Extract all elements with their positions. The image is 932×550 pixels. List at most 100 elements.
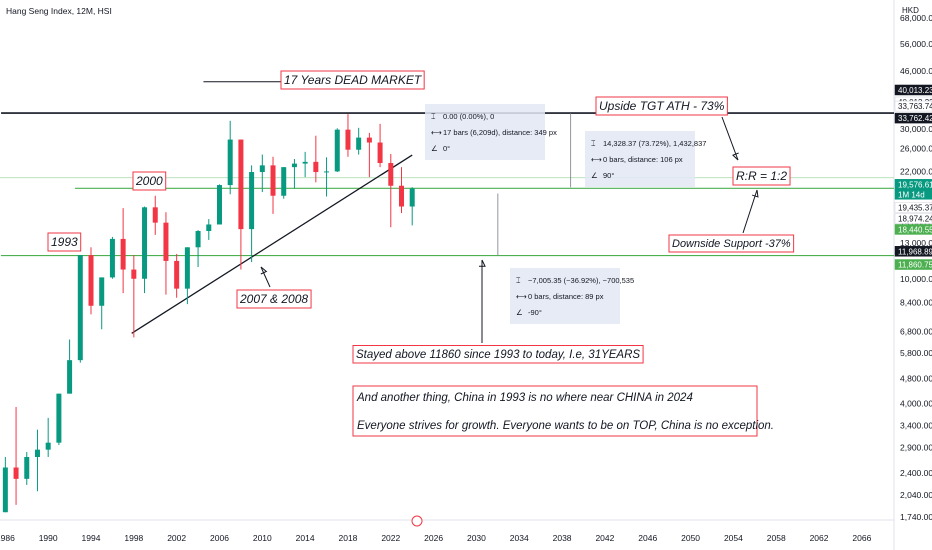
- note-rr-frame: [732, 166, 791, 186]
- candle-body: [88, 255, 94, 306]
- note-2000-text: 2000: [135, 174, 163, 188]
- note-china-line1: And another thing, China in 1993 is no w…: [356, 392, 693, 404]
- price-tag-bg: [894, 100, 932, 112]
- candle-body: [45, 442, 51, 450]
- candle-1999[interactable]: [142, 206, 148, 294]
- price-tag-bg: [894, 224, 932, 235]
- y-tick-label: 5,800.00: [900, 348, 932, 358]
- candle-2010[interactable]: [259, 154, 265, 193]
- note-downside: Downside Support -37%: [668, 234, 795, 253]
- candle-1995[interactable]: [99, 277, 105, 330]
- note-1993-frame: [47, 232, 82, 252]
- candle-body: [24, 457, 30, 479]
- candle-1987[interactable]: [13, 406, 19, 505]
- candle-body: [259, 165, 265, 173]
- lightning-icon: [411, 515, 423, 527]
- arrow-upside-rr-head: [732, 152, 739, 161]
- price-tag-label: 11,860.75: [898, 261, 932, 270]
- note-stayed-text: Stayed above 11860 since 1993 to today, …: [356, 349, 640, 361]
- y-tick-label: 30,000.00: [900, 124, 932, 134]
- price-tag-label: 11,968.89: [898, 247, 932, 256]
- candle-body: [324, 171, 330, 173]
- note-upside-frame: [595, 96, 728, 116]
- candle-body: [366, 137, 372, 143]
- x-tick-label: 2054: [724, 533, 743, 543]
- candle-2005[interactable]: [206, 219, 212, 240]
- candle-2023[interactable]: [398, 167, 404, 214]
- candle-body: [34, 449, 40, 458]
- candle-2019[interactable]: [356, 127, 362, 155]
- x-tick-label: 2030: [467, 533, 486, 543]
- candle-body: [77, 255, 83, 361]
- y-tick-label: 3,400.00: [900, 421, 932, 431]
- candle-1991[interactable]: [56, 393, 62, 445]
- price-tag: 11,860.75: [894, 259, 932, 270]
- candle-2024[interactable]: [409, 187, 415, 226]
- price-tag: 33,762.42: [894, 112, 932, 124]
- candle-body: [227, 139, 233, 186]
- candle-2007[interactable]: [227, 120, 233, 195]
- measure-box-3-icon: ∠: [516, 308, 523, 317]
- measure-box-3-l3: -90°: [528, 308, 542, 317]
- chart-title: Hang Seng Index, 12M, HSI: [6, 6, 112, 16]
- measure-box-1-icon: ⟷: [431, 128, 443, 137]
- candle-1998[interactable]: [131, 255, 137, 338]
- candle-2017[interactable]: [334, 128, 340, 173]
- candle-1996[interactable]: [109, 236, 115, 279]
- y-tick-label: 2,400.00: [900, 468, 932, 478]
- candle-1990[interactable]: [45, 417, 51, 458]
- candle-2001[interactable]: [163, 212, 169, 295]
- candle-1988[interactable]: [24, 452, 30, 485]
- candle-1993[interactable]: [77, 255, 83, 363]
- measure-box-2-icon: ⌶: [591, 139, 596, 148]
- x-tick-label: 1986: [0, 533, 15, 543]
- x-tick-label: 2050: [681, 533, 700, 543]
- x-tick-label: 2062: [810, 533, 829, 543]
- y-tick-label: 2,040.00: [900, 490, 932, 500]
- note-downside-text: Downside Support -37%: [672, 238, 791, 250]
- x-tick-label: 2022: [381, 533, 400, 543]
- candle-2000[interactable]: [152, 195, 158, 235]
- candle-1994[interactable]: [88, 247, 94, 315]
- candle-2006[interactable]: [216, 184, 222, 225]
- candle-2021[interactable]: [377, 123, 383, 168]
- candle-body: [398, 185, 404, 207]
- candle-2003[interactable]: [184, 247, 190, 305]
- price-tag-label: 19,576.61: [898, 180, 932, 189]
- price-tag-bg: [894, 189, 932, 200]
- price-tag-bg: [894, 246, 932, 257]
- candle-2018[interactable]: [345, 114, 351, 157]
- candle-2004[interactable]: [195, 230, 201, 268]
- candle-body: [356, 137, 362, 150]
- candle-2011[interactable]: [270, 156, 276, 214]
- candle-body: [388, 163, 394, 186]
- note-stayed: Stayed above 11860 since 1993 to today, …: [352, 345, 644, 364]
- candle-1997[interactable]: [120, 208, 126, 294]
- measure-box-2-icon: ⟷: [591, 155, 603, 164]
- candle-2020[interactable]: [366, 132, 372, 178]
- x-tick-label: 2018: [339, 533, 358, 543]
- measure-box-2-l1: 14,328.37 (73.72%), 1,432,837: [603, 139, 706, 148]
- candle-2016[interactable]: [324, 157, 330, 197]
- price-tag: 33,763.74: [894, 100, 932, 112]
- candle-body: [313, 161, 319, 173]
- candle-body: [152, 207, 158, 223]
- candle-2009[interactable]: [249, 165, 255, 263]
- candle-2015[interactable]: [313, 135, 319, 183]
- y-tick-label: 56,000.00: [900, 39, 932, 49]
- candle-2014[interactable]: [302, 151, 308, 178]
- candle-2013[interactable]: [291, 159, 297, 189]
- candle-1986[interactable]: [2, 457, 8, 513]
- candle-body: [142, 207, 148, 279]
- y-tick-label: 68,000.00: [900, 13, 932, 23]
- candle-2008[interactable]: [238, 139, 244, 270]
- candle-2012[interactable]: [281, 167, 287, 199]
- candle-2002[interactable]: [174, 253, 180, 298]
- price-tag: 19,435.37: [894, 202, 932, 213]
- note-2007-frame: [236, 289, 312, 309]
- candle-2022[interactable]: [388, 154, 394, 228]
- candle-1989[interactable]: [34, 429, 40, 492]
- candle-1992[interactable]: [67, 339, 73, 394]
- x-tick-label: 2046: [638, 533, 657, 543]
